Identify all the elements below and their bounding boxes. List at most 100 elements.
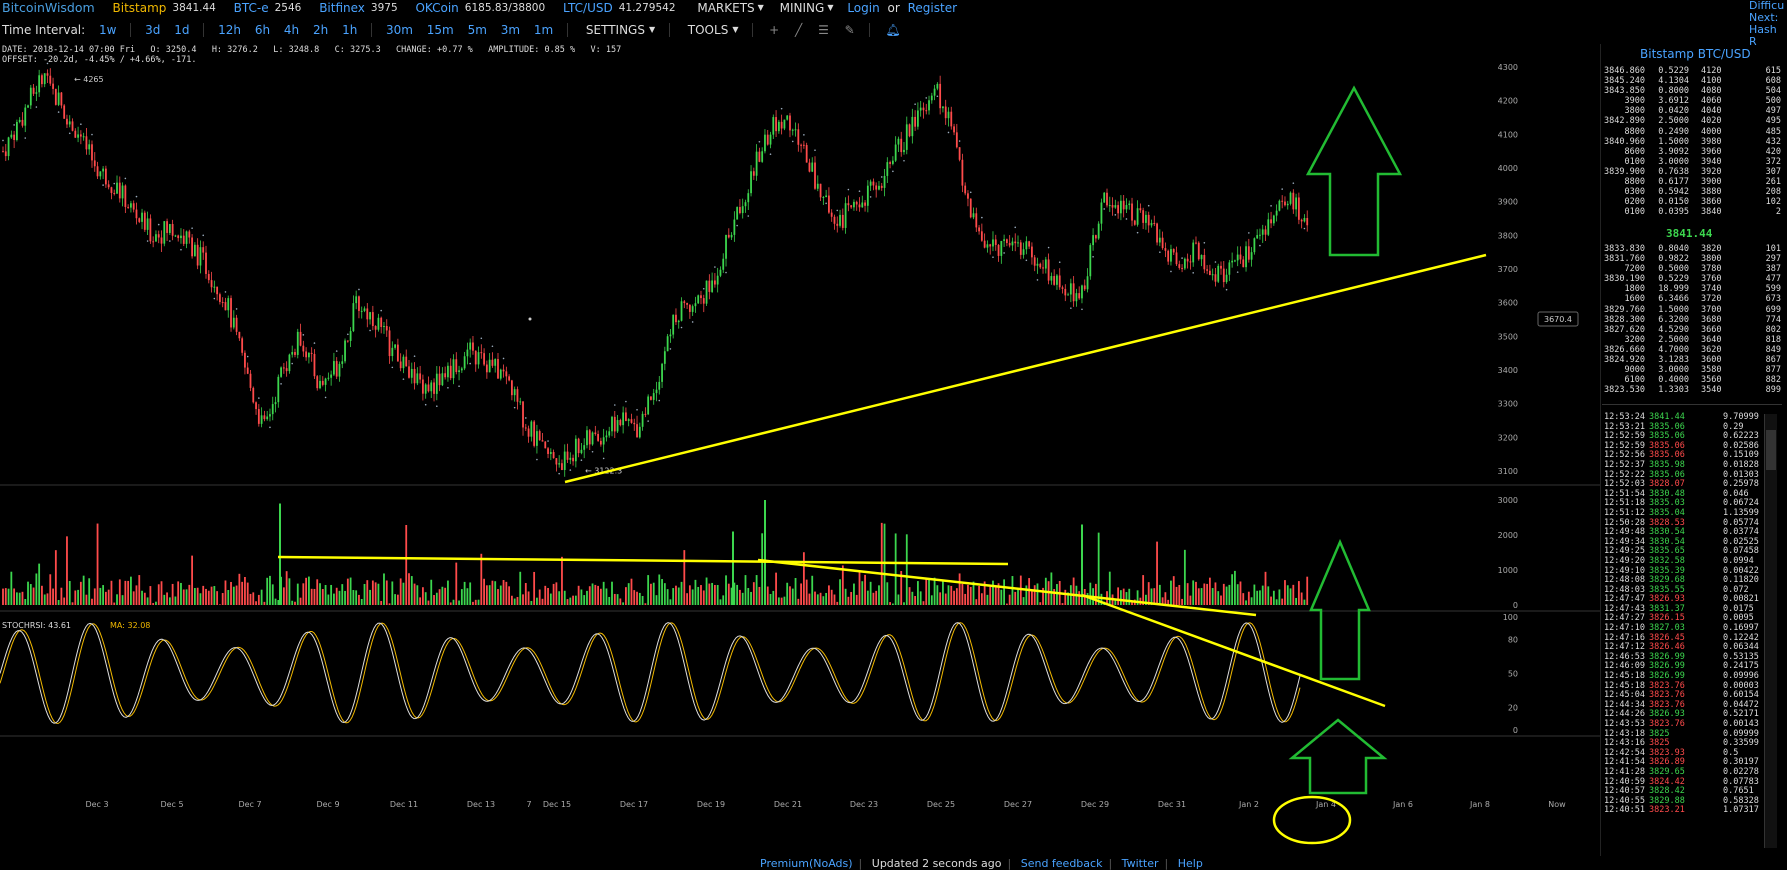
bids-cell: 3.0000 xyxy=(1658,365,1689,376)
volume-bar xyxy=(207,590,210,605)
volume-bar xyxy=(975,599,978,605)
trade-amount: 0.33599 xyxy=(1723,738,1759,749)
asks-cell: 0.0150 xyxy=(1658,197,1689,208)
trade-price: 3835.55 xyxy=(1649,584,1685,595)
bids-cell: 3620 xyxy=(1701,344,1722,355)
volume-bar xyxy=(1214,582,1217,605)
chevron-down-icon: ▼ xyxy=(757,3,764,13)
candle-body xyxy=(1089,245,1092,277)
bell-icon[interactable]: 🔔︎ xyxy=(885,22,901,37)
interval-1h[interactable]: 1h xyxy=(342,22,358,37)
volume-bar xyxy=(366,580,369,605)
volume-bar xyxy=(580,589,583,605)
candle-body xyxy=(647,396,650,415)
volume-bar xyxy=(419,597,422,605)
volume-bar xyxy=(1203,583,1206,605)
premium-link[interactable]: Premium(NoAds) xyxy=(760,857,853,870)
market-bitstamp-name[interactable]: Bitstamp xyxy=(112,0,167,15)
updated-text: Updated 2 seconds ago xyxy=(871,857,1002,870)
candle-body xyxy=(116,182,118,194)
site-logo[interactable]: BitcoinWisdom xyxy=(2,0,95,15)
market-okcoin-name[interactable]: OKCoin xyxy=(415,0,459,15)
volume-bar xyxy=(886,582,889,605)
market-btce-name[interactable]: BTC-e xyxy=(233,0,269,15)
interval-12h[interactable]: 12h xyxy=(218,22,242,37)
volume-bar xyxy=(1264,571,1267,605)
candle-body xyxy=(1228,262,1231,275)
volume-bar xyxy=(574,595,577,605)
bids-cell: 297 xyxy=(1765,254,1781,265)
candle-body xyxy=(477,352,480,365)
pen-tool-icon[interactable]: ✎ xyxy=(844,22,855,37)
candle-body xyxy=(530,421,533,437)
tools-menu[interactable]: TOOLS ▼ xyxy=(688,22,739,37)
fib-tool-icon[interactable]: ☰ xyxy=(818,22,829,37)
feedback-link[interactable]: Send feedback xyxy=(1020,857,1103,870)
trade-amount: 0.29 xyxy=(1723,421,1744,432)
candle-body xyxy=(458,370,460,373)
sar-dot xyxy=(480,337,483,340)
volume-bar xyxy=(819,592,822,605)
bids-cell: 18.999 xyxy=(1658,284,1689,295)
volume-bar xyxy=(1022,597,1025,605)
line-tool-icon[interactable]: ╱ xyxy=(795,22,803,37)
interval-4h[interactable]: 4h xyxy=(283,22,300,37)
candle-body xyxy=(1033,257,1036,266)
interval-15m[interactable]: 15m xyxy=(426,22,454,37)
asks-cell: 3980 xyxy=(1701,136,1722,147)
volume-bar xyxy=(850,591,853,605)
candle-body xyxy=(752,171,755,176)
candle-body xyxy=(413,368,416,384)
candle-body xyxy=(666,336,669,352)
volume-bar xyxy=(452,599,455,605)
help-link[interactable]: Help xyxy=(1177,857,1203,870)
markets-menu[interactable]: MARKETS ▼ xyxy=(697,0,763,15)
interval-1d[interactable]: 1d xyxy=(174,22,190,37)
interval-5m[interactable]: 5m xyxy=(467,22,487,37)
volume-bar xyxy=(955,588,958,605)
candle-body xyxy=(1164,248,1167,251)
trade-amount: 0.01828 xyxy=(1723,459,1759,470)
volume-bar xyxy=(177,581,180,605)
candle-body xyxy=(93,160,96,167)
trade-time: 12:45:18 xyxy=(1604,680,1645,691)
settings-menu[interactable]: SETTINGS ▼ xyxy=(586,22,655,37)
sar-dot xyxy=(880,176,883,178)
trades-scrollbar[interactable] xyxy=(1764,414,1777,848)
register-link[interactable]: Register xyxy=(907,0,958,15)
candle-body xyxy=(1125,205,1128,210)
scrollbar-thumb[interactable] xyxy=(1766,430,1776,470)
trade-time: 12:47:43 xyxy=(1604,603,1645,614)
sar-dot xyxy=(658,399,661,402)
volume-bar xyxy=(1250,597,1253,605)
mining-menu[interactable]: MINING ▼ xyxy=(780,0,834,15)
volume-bar xyxy=(232,586,235,605)
candle-body xyxy=(694,303,697,307)
candle-body xyxy=(305,351,308,358)
candle-body xyxy=(380,317,383,328)
candle-body xyxy=(1239,254,1242,260)
login-link[interactable]: Login xyxy=(847,0,880,15)
interval-3m[interactable]: 3m xyxy=(500,22,521,37)
interval-2h[interactable]: 2h xyxy=(313,22,329,37)
interval-3d[interactable]: 3d xyxy=(145,22,161,37)
asks-row: 0100 0.0395 3840 2 xyxy=(1604,207,1781,217)
candle-body xyxy=(955,132,958,148)
interval-30m[interactable]: 30m xyxy=(385,22,413,37)
sar-dot xyxy=(1236,271,1239,273)
interval-1w[interactable]: 1w xyxy=(99,22,117,37)
volume-bar xyxy=(638,592,641,605)
volume-bar xyxy=(752,582,755,605)
market-bitfinex-name[interactable]: Bitfinex xyxy=(319,0,365,15)
market-ltcusd-name[interactable]: LTC/USD xyxy=(563,0,613,15)
interval-6h[interactable]: 6h xyxy=(254,22,271,37)
time-interval-label: Time Interval: xyxy=(2,22,86,37)
twitter-link[interactable]: Twitter xyxy=(1121,857,1159,870)
trade-row: 12:53:24 3841.44 9.70999 xyxy=(1604,412,1759,423)
crosshair-icon[interactable]: + xyxy=(769,22,780,37)
candle-body xyxy=(594,432,597,434)
candle-body xyxy=(488,359,491,373)
interval-1m[interactable]: 1m xyxy=(533,22,554,37)
price-chart[interactable]: 4300420041004000390038003700360035003400… xyxy=(0,42,1600,862)
volume-bar xyxy=(180,582,182,605)
